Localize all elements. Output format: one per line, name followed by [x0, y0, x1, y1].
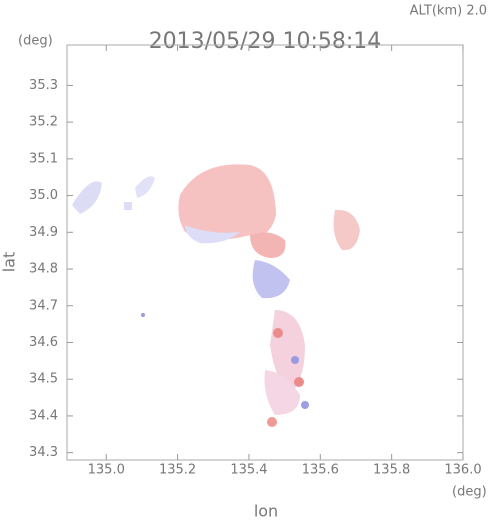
y-unit: (deg) — [18, 34, 53, 49]
y-tick-label: 35.0 — [29, 188, 58, 203]
x-tick-label: 135.6 — [302, 463, 339, 478]
y-tick-label: 34.3 — [29, 445, 58, 460]
y-tick-label: 35.2 — [29, 115, 58, 130]
y-tick-label: 34.5 — [29, 372, 58, 387]
plot-frame — [66, 44, 464, 461]
altitude-label: ALT(km) 2.0 — [410, 4, 487, 19]
y-tick-label: 35.1 — [29, 151, 58, 166]
y-axis-label: lat — [0, 252, 19, 273]
chart-title: 2013/05/29 10:58:14 — [149, 29, 382, 54]
x-tick-label: 135.2 — [159, 463, 196, 478]
x-tick-label: 135.4 — [230, 463, 267, 478]
radar-echoes — [72, 164, 360, 427]
y-tick-label: 34.4 — [29, 408, 58, 423]
y-tick-label: 34.8 — [29, 262, 58, 277]
x-tick-label: 135.8 — [373, 463, 410, 478]
x-tick-label: 135.0 — [88, 463, 125, 478]
y-tick-label: 35.3 — [29, 78, 58, 93]
y-tick-label: 34.6 — [29, 335, 58, 350]
x-axis-label: lon — [254, 502, 278, 521]
x-tick-label: 136.0 — [444, 463, 481, 478]
y-tick-label: 34.7 — [29, 298, 58, 313]
x-unit: (deg) — [452, 485, 487, 500]
y-tick-label: 34.9 — [29, 225, 58, 240]
